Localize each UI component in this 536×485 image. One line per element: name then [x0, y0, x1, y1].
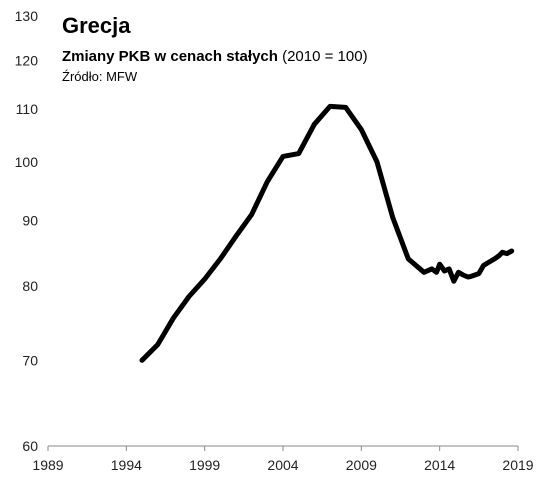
y-axis-ticks: 60 70 80 90 100 110 120 130: [15, 8, 39, 454]
x-tick-label-2004: 2004: [267, 457, 298, 473]
chart-subtitle: Zmiany PKB w cenach stałych (2010 = 100): [62, 48, 368, 65]
x-tick-label-2009: 2009: [346, 457, 377, 473]
x-tick-label-2014: 2014: [424, 457, 455, 473]
y-tick-label-100: 100: [15, 154, 39, 170]
y-tick-label-130: 130: [15, 8, 39, 24]
x-tick-label-1989: 1989: [32, 457, 63, 473]
x-tick-label-1999: 1999: [189, 457, 220, 473]
chart-subtitle-bold: Zmiany PKB w cenach stałych: [62, 48, 278, 65]
y-tick-label-120: 120: [15, 53, 39, 69]
y-tick-label-110: 110: [16, 101, 39, 117]
y-tick-label-70: 70: [22, 352, 38, 368]
chart-source: Źródło: MFW: [62, 69, 138, 84]
x-tick-label-1994: 1994: [111, 457, 142, 473]
y-tick-label-90: 90: [22, 213, 38, 229]
x-axis-ticks: 1989 1994 1999 2004 2009 2014 2019: [32, 446, 534, 473]
y-tick-label-60: 60: [22, 438, 38, 454]
chart-title: Grecja: [62, 13, 131, 38]
x-tick-label-2019: 2019: [502, 457, 533, 473]
series-line-0: [139, 103, 515, 363]
chart-subtitle-rest: (2010 = 100): [278, 48, 368, 65]
series-layer: [139, 103, 515, 363]
y-tick-label-80: 80: [22, 278, 38, 294]
